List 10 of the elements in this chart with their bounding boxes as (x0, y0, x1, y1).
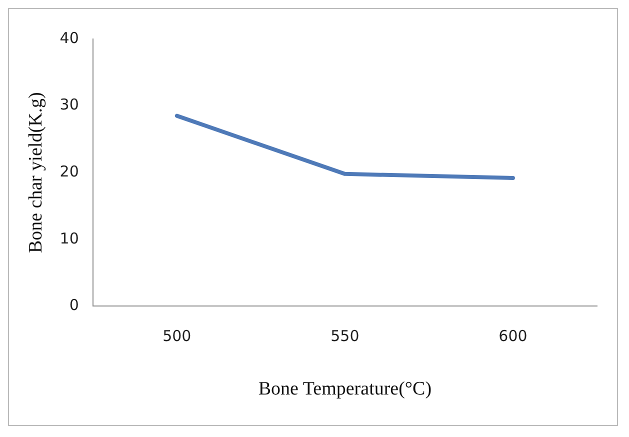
x-tick-label: 600 (498, 327, 528, 346)
y-tick-label: 10 (60, 229, 79, 248)
y-tick-label: 0 (69, 296, 79, 314)
y-axis-title: Bone char yield(K.g) (25, 92, 46, 254)
y-tick-label: 40 (60, 28, 79, 47)
y-tick-label: 30 (60, 96, 79, 114)
y-tick-label: 20 (60, 162, 79, 180)
x-tick-label: 500 (162, 327, 192, 346)
x-axis-title: Bone Temperature(°C) (258, 378, 432, 400)
x-tick-label: 550 (330, 327, 360, 346)
